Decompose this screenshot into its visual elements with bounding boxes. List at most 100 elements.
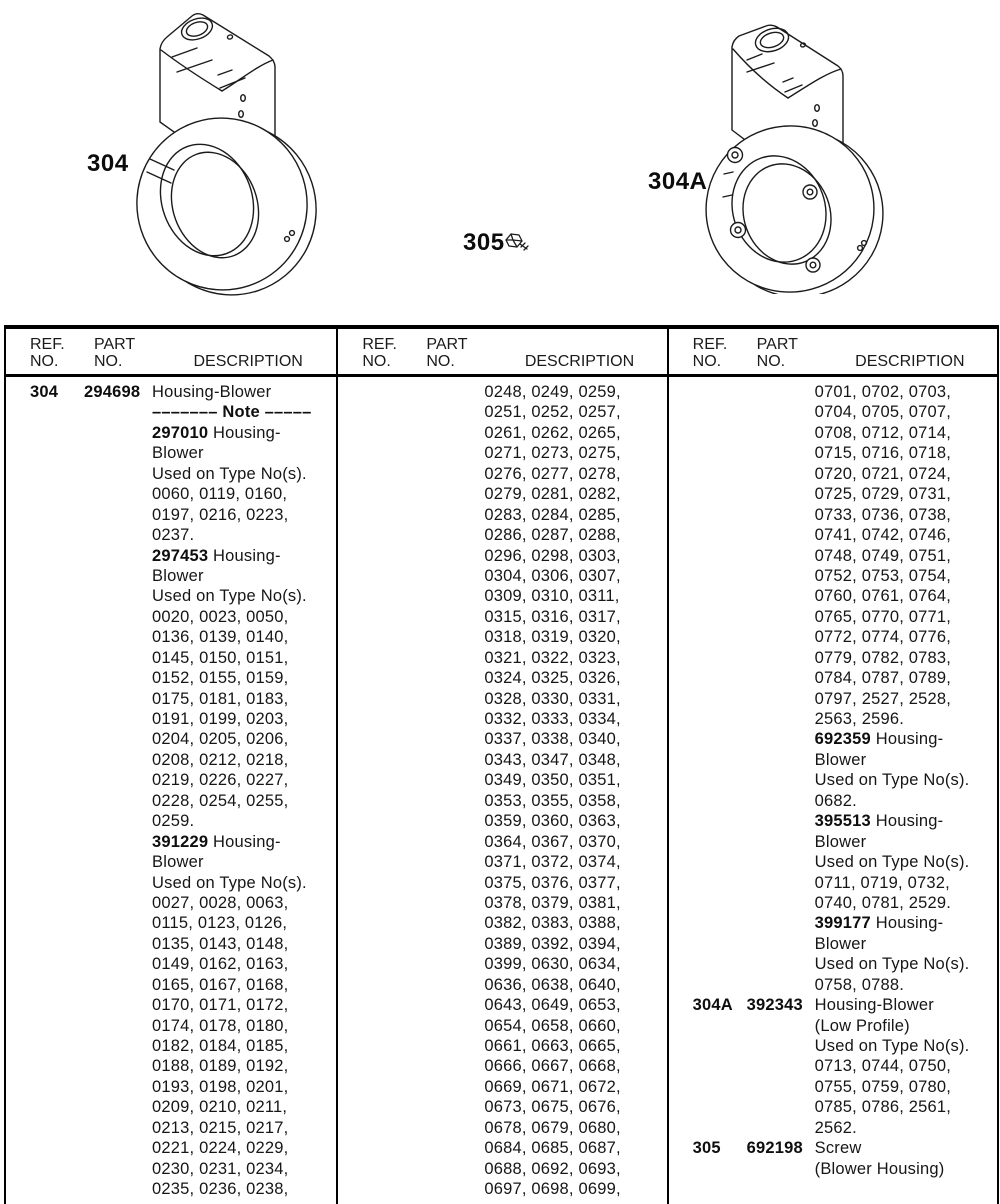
ref-no-cell (30, 852, 84, 872)
ref-no-cell (693, 1097, 747, 1117)
description-text: 0279, 0281, 0282, (484, 485, 621, 504)
description-cell: Used on Type No(s). (152, 464, 336, 484)
ref-no-cell (30, 668, 84, 688)
ref-no-cell: 305 (692, 1139, 721, 1158)
description-cell: 0337, 0338, 0340, (484, 729, 666, 749)
description-cell: 0708, 0712, 0714, (815, 423, 997, 443)
part-no-cell (416, 382, 484, 402)
ref-no-cell (30, 607, 84, 627)
description-header: DESCRIPTION (193, 353, 303, 370)
table-row: 0248, 0249, 0259, (338, 382, 666, 402)
table-row: 0276, 0277, 0278, (338, 464, 666, 484)
table-row: 0785, 0786, 2561, (669, 1097, 997, 1117)
table-row: 0020, 0023, 0050, (6, 607, 336, 627)
description-cell: Used on Type No(s). (152, 873, 336, 893)
description-text: 0027, 0028, 0063, (152, 893, 289, 912)
description-text: Housing- (870, 730, 944, 749)
description-text: 0382, 0383, 0388, (484, 914, 621, 933)
ref-no-cell (30, 1056, 84, 1076)
ref-no-cell (362, 770, 416, 790)
description-text: 0145, 0150, 0151, (152, 648, 289, 667)
table-row: 304A 392343 Housing-Blower (669, 995, 997, 1015)
ref-no-cell (30, 464, 84, 484)
table-row: 0654, 0658, 0660, (338, 1016, 666, 1036)
part-no-cell (747, 586, 815, 606)
description-text: 0152, 0155, 0159, (152, 669, 289, 688)
table-row: 0678, 0679, 0680, (338, 1118, 666, 1138)
description-cell: 0375, 0376, 0377, (484, 873, 666, 893)
description-cell: Blower (815, 832, 997, 852)
description-cell: 0666, 0667, 0668, (484, 1056, 666, 1076)
ref-no-cell (30, 791, 84, 811)
table-row: 0784, 0787, 0789, (669, 668, 997, 688)
description-text: 0309, 0310, 0311, (484, 587, 620, 606)
part-no-cell (747, 832, 815, 852)
table-row: 0684, 0685, 0687, (338, 1138, 666, 1158)
table-row: 0174, 0178, 0180, (6, 1016, 336, 1036)
part-no-cell (416, 627, 484, 647)
ref-no-cell (362, 1179, 416, 1199)
description-cell: (Low Profile) (815, 1016, 997, 1036)
description-text: 0654, 0658, 0660, (484, 1016, 621, 1035)
table-row: 0165, 0167, 0168, (6, 975, 336, 995)
description-text: 0797, 2527, 2528, (814, 689, 952, 708)
part-no-header: PART NO. (757, 336, 829, 370)
table-row: 0378, 0379, 0381, (338, 893, 666, 913)
table-row: 0760, 0761, 0764, (669, 586, 997, 606)
ref-header-line1: REF. (362, 336, 397, 353)
ref-no-cell (30, 1077, 84, 1097)
part-no-cell (84, 975, 152, 995)
ref-no-cell (362, 1138, 416, 1158)
table-row: 0149, 0162, 0163, (6, 954, 336, 974)
ref-no-cell (693, 832, 747, 852)
part-no-cell (84, 1179, 152, 1199)
description-cell: 0188, 0189, 0192, (152, 1056, 336, 1076)
part-no-cell (84, 423, 152, 443)
part-no-cell (416, 1159, 484, 1179)
description-cell: 0678, 0679, 0680, (484, 1118, 666, 1138)
table-row: 0673, 0675, 0676, (338, 1097, 666, 1117)
ref-no-cell (30, 1118, 84, 1138)
part-no-cell (747, 750, 815, 770)
description-text: 0704, 0705, 0707, (814, 403, 952, 422)
part-no-cell (416, 586, 484, 606)
description-text: 0174, 0178, 0180, (152, 1016, 289, 1035)
description-cell: 0197, 0216, 0223, (152, 505, 336, 525)
description-text: Blower (814, 832, 867, 851)
table-row: 0389, 0392, 0394, (338, 934, 666, 954)
parts-table-column-3: REF. NO. PART NO. DESCRIPTION 0701, 0702… (666, 329, 997, 1204)
part-header-line2: NO. (94, 353, 123, 370)
description-cell: 0208, 0212, 0218, (152, 750, 336, 770)
description-text: 0191, 0199, 0203, (152, 710, 289, 728)
ref-no-cell (693, 525, 747, 545)
description-text: 0230, 0231, 0234, (152, 1159, 289, 1178)
description-cell: 0276, 0277, 0278, (484, 464, 666, 484)
description-cell: 0309, 0310, 0311, (484, 586, 666, 606)
part-no-cell (416, 1138, 484, 1158)
ref-no-cell (693, 729, 747, 749)
part-no-cell (747, 709, 815, 729)
table-row: 0720, 0721, 0724, (669, 464, 997, 484)
table-row: 0332, 0333, 0334, (338, 709, 666, 729)
table-header: REF. NO. PART NO. DESCRIPTION (338, 329, 667, 377)
ref-no-cell (693, 913, 747, 933)
description-text: 0684, 0685, 0687, (484, 1139, 621, 1158)
ref-no-cell (30, 1016, 84, 1036)
part-no-cell (416, 709, 484, 729)
description-text: 0661, 0663, 0665, (484, 1037, 621, 1055)
part-no-cell (747, 668, 815, 688)
description-text: 0359, 0360, 0363, (484, 812, 621, 831)
description-cell: 0779, 0782, 0783, (815, 648, 997, 668)
description-cell: 0704, 0705, 0707, (815, 402, 997, 422)
table-row: 0230, 0231, 0234, (6, 1159, 336, 1179)
description-cell: 0286, 0287, 0288, (484, 525, 666, 545)
description-text: 0197, 0216, 0223, (152, 505, 289, 524)
description-text: 0399, 0630, 0634, (484, 955, 621, 974)
ref-no-cell (362, 913, 416, 933)
ref-no-cell (362, 1036, 416, 1056)
description-text: 0343, 0347, 0348, (484, 750, 621, 769)
ref-no-cell (693, 382, 747, 402)
part-no-cell (747, 1056, 815, 1076)
description-text: 0784, 0787, 0789, (814, 669, 952, 688)
